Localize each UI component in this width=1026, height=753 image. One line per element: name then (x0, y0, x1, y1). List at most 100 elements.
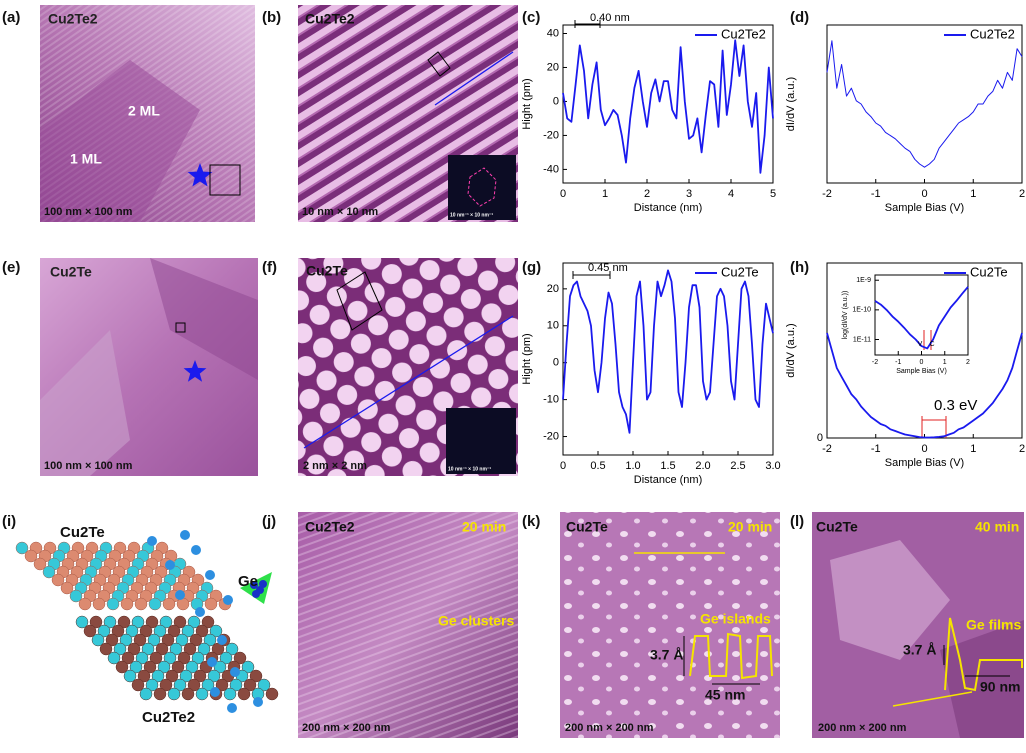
y-tick-label: 1E-10 (852, 307, 871, 314)
x-axis-label: Sample Bias (V) (885, 457, 964, 469)
x-tick-label: 1 (970, 188, 976, 200)
y-axis-label: Hight (pm) (521, 333, 533, 384)
image-annotation: 2 nm × 2 nm (303, 460, 367, 472)
panel-label: (d) (790, 9, 809, 26)
image-annotation: 200 nm × 200 nm (818, 722, 907, 734)
ge-atom (195, 607, 205, 617)
x-tick-label: 0 (920, 359, 924, 366)
data-line (827, 41, 1022, 167)
panel-label: (c) (522, 9, 540, 26)
x-axis-label: Sample Bias (V) (885, 202, 964, 214)
x-tick-label: 0 (921, 443, 927, 455)
panel-label: (a) (2, 9, 20, 26)
ge-atom (210, 687, 220, 697)
y-tick-label: 0 (553, 357, 559, 369)
y-tick-label: -20 (543, 129, 559, 141)
atom (168, 688, 180, 700)
y-tick-label: 20 (547, 283, 559, 295)
image-annotation: 200 nm × 200 nm (302, 722, 391, 734)
y-tick-label: 40 (547, 27, 559, 39)
atom (140, 688, 152, 700)
y-axis-label: dI/dV (a.u.) (785, 323, 797, 377)
y-tick-label: 1E-9 (856, 277, 871, 284)
x-tick-label: 2 (1019, 443, 1025, 455)
image-annotation: 3.7 Å (903, 642, 936, 658)
atom (107, 598, 119, 610)
x-tick-label: 2 (966, 359, 970, 366)
image-annotation: 20 min (462, 519, 506, 535)
y-tick-label: -40 (543, 163, 559, 175)
x-tick-label: 0 (560, 460, 566, 472)
ge-atom (180, 530, 190, 540)
image-annotation: 90 nm (980, 679, 1020, 695)
image-annotation: 10 nm⁻¹ × 10 nm⁻¹ (450, 212, 494, 218)
ge-atom (223, 595, 233, 605)
image-annotation: 10 nm × 10 nm (302, 206, 378, 218)
image-annotation: Cu2Te (60, 524, 105, 541)
image-annotation: Ge (238, 573, 258, 590)
annotation: V (918, 341, 923, 348)
panel-label: (i) (2, 513, 16, 530)
x-tick-label: 1 (970, 443, 976, 455)
x-tick-label: -1 (871, 188, 881, 200)
y-axis-label: Hight (pm) (521, 78, 533, 129)
image-annotation: 2 ML (128, 103, 160, 119)
image-annotation: Cu2Te2 (142, 709, 195, 726)
x-axis-label: Sample Bias (V) (896, 368, 947, 375)
atom (205, 598, 217, 610)
x-tick-label: -2 (872, 359, 878, 366)
y-tick-label: -20 (543, 430, 559, 442)
y-tick-label: 0 (817, 432, 823, 444)
annotation: 0.45 nm (588, 262, 628, 274)
x-tick-label: 0 (921, 188, 927, 200)
image-annotation: Cu2Te (50, 264, 92, 280)
y-tick-label: 20 (547, 61, 559, 73)
image-annotation: Cu2Te2 (305, 519, 355, 535)
image-annotation: Ge films (966, 617, 1021, 633)
image-annotation: 100 nm × 100 nm (44, 460, 133, 472)
x-tick-label: 0 (560, 188, 566, 200)
image-annotation: 45 nm (705, 687, 745, 703)
atom (238, 688, 250, 700)
ge-atom (165, 560, 175, 570)
x-axis-label: Distance (nm) (634, 202, 702, 214)
ge-atom (207, 657, 217, 667)
x-tick-label: 0.5 (590, 460, 605, 472)
atom (149, 598, 161, 610)
x-tick-label: 2 (1019, 188, 1025, 200)
image-annotation: 3.7 Å (650, 647, 683, 663)
x-tick-label: -1 (895, 359, 901, 366)
atom (182, 688, 194, 700)
annotation: 0.3 eV (934, 397, 977, 414)
fft-inset (448, 155, 516, 220)
x-axis-label: Distance (nm) (634, 474, 702, 486)
atom (93, 598, 105, 610)
legend-label: Cu2Te2 (721, 26, 766, 41)
fft-inset (446, 408, 516, 474)
legend-label: Cu2Te2 (970, 26, 1015, 41)
figure: (a)Cu2Te22 ML1 ML100 nm × 100 nm(b)Cu2Te… (0, 0, 1026, 748)
atom (121, 598, 133, 610)
annotation: C (929, 341, 934, 348)
atom (79, 598, 91, 610)
ge-atom (147, 536, 157, 546)
y-axis-label: log(dI/dV (a.u.)) (842, 291, 849, 340)
x-tick-label: -2 (822, 443, 832, 455)
atom (224, 688, 236, 700)
image-annotation: 1 ML (70, 151, 102, 167)
y-tick-label: -10 (543, 394, 559, 406)
atom (135, 598, 147, 610)
data-line (563, 40, 773, 173)
legend-label: Cu2Te (721, 264, 759, 279)
ge-atom (191, 545, 201, 555)
image-annotation: 100 nm × 100 nm (44, 206, 133, 218)
x-tick-label: 1 (602, 188, 608, 200)
ge-atom (253, 697, 263, 707)
image-annotation: 200 nm × 200 nm (565, 722, 654, 734)
x-tick-label: 2 (644, 188, 650, 200)
panel-label: (b) (262, 9, 281, 26)
x-tick-label: 2.0 (695, 460, 710, 472)
image-annotation: Cu2Te2 (305, 11, 355, 27)
page: (a)Cu2Te22 ML1 ML100 nm × 100 nm(b)Cu2Te… (0, 0, 1026, 753)
x-tick-label: 1.5 (660, 460, 675, 472)
